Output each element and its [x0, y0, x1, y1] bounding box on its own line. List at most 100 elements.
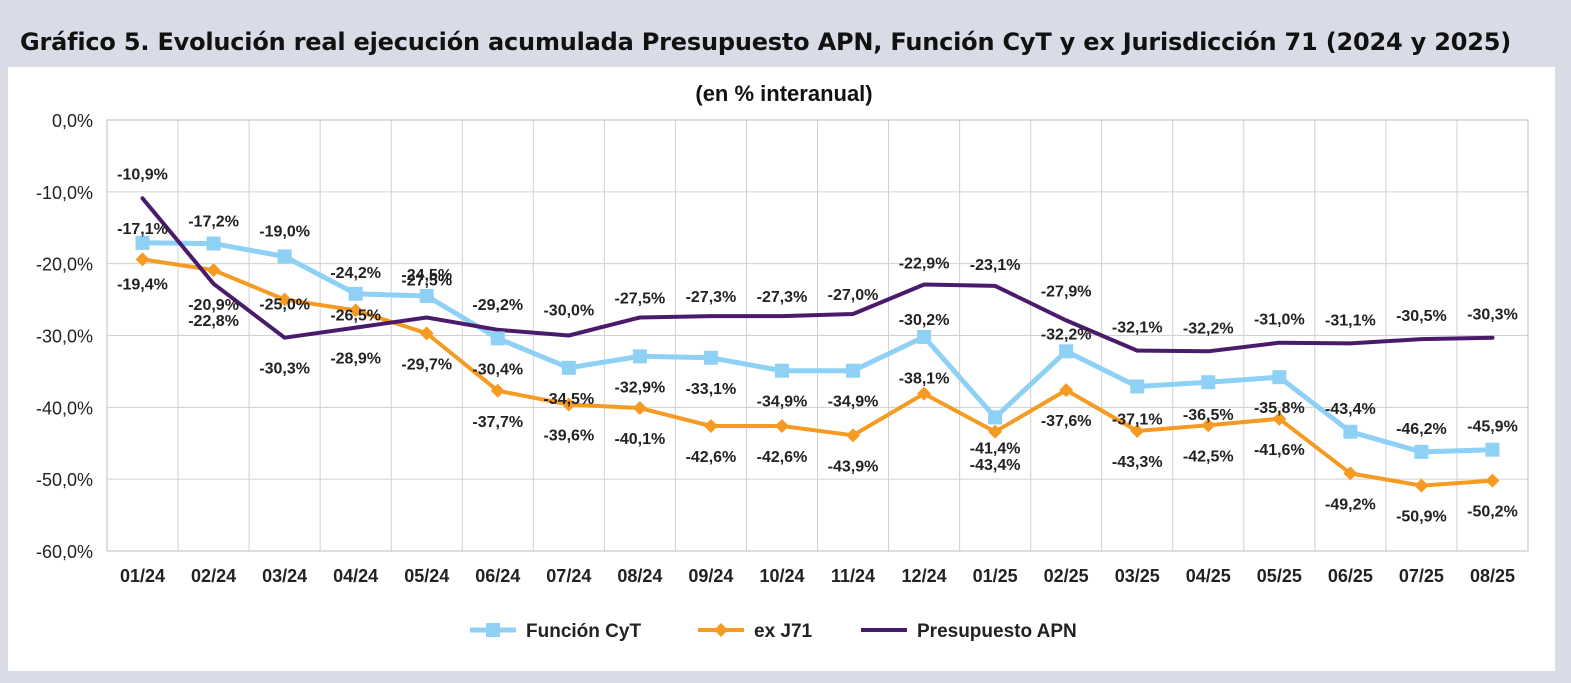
data-point: [490, 383, 505, 398]
x-tick-label: 01/25: [973, 566, 1018, 586]
data-label: -27,0%: [828, 287, 879, 304]
data-label: -30,3%: [1467, 307, 1518, 324]
data-label: -29,2%: [472, 297, 523, 314]
data-point: [846, 363, 861, 378]
data-point: [206, 236, 221, 251]
data-label: -32,9%: [615, 379, 666, 396]
data-label: -30,2%: [899, 312, 950, 329]
data-label: -19,4%: [117, 276, 168, 293]
y-tick-label: -60,0%: [36, 542, 93, 562]
data-label: -30,5%: [1396, 308, 1447, 325]
data-point: [1130, 424, 1145, 439]
data-label: -42,5%: [1183, 448, 1234, 465]
data-point: [1485, 442, 1500, 457]
data-label: -23,1%: [970, 257, 1021, 274]
data-label: -43,9%: [828, 458, 879, 475]
data-label: -37,1%: [1112, 412, 1163, 429]
data-label: -38,1%: [899, 371, 950, 388]
data-point: [1201, 375, 1216, 390]
x-tick-label: 04/24: [333, 566, 378, 586]
x-tick-label: 11/24: [831, 566, 875, 586]
data-label: -27,5%: [401, 273, 452, 290]
data-label: -28,9%: [330, 351, 381, 368]
data-point: [632, 349, 647, 364]
data-label: -36,5%: [1183, 407, 1234, 424]
x-tick-label: 01/24: [120, 566, 165, 586]
x-tick-label: 08/25: [1470, 566, 1515, 586]
data-point: [490, 331, 505, 346]
data-label: -30,4%: [472, 361, 523, 378]
data-label: -22,8%: [188, 313, 239, 330]
legend-label: ex J71: [754, 621, 813, 642]
data-label: -27,9%: [1041, 283, 1092, 300]
data-point: [917, 386, 932, 401]
data-label: -50,2%: [1467, 504, 1518, 521]
x-tick-label: 03/25: [1115, 566, 1160, 586]
data-point: [561, 360, 576, 375]
y-tick-label: -20,0%: [36, 255, 93, 275]
data-label: -37,6%: [1041, 413, 1092, 430]
data-point: [1059, 383, 1074, 398]
x-tick-label: 02/25: [1044, 566, 1089, 586]
chart-panel: (en % interanual) 0,0% -10,0% -20,0% -30,0% -…: [8, 67, 1555, 671]
data-point: [774, 419, 789, 434]
y-tick-label: -30,0%: [36, 327, 93, 347]
data-point: [135, 235, 150, 250]
data-label: -26,5%: [330, 307, 381, 324]
legend-marker: [714, 623, 728, 637]
legend-label: Función CyT: [526, 621, 641, 642]
data-point: [1414, 444, 1429, 459]
data-label: -43,4%: [970, 457, 1021, 474]
data-point: [1272, 370, 1287, 385]
data-point: [206, 263, 221, 278]
data-point: [135, 252, 150, 267]
data-point: [348, 286, 363, 301]
data-point: [419, 326, 434, 341]
data-point: [1130, 379, 1145, 394]
data-label: -39,6%: [543, 427, 594, 444]
data-label: -40,1%: [615, 431, 666, 448]
chart-heading: Gráfico 5. Evolución real ejecución acum…: [20, 28, 1511, 56]
x-tick-label: 05/25: [1257, 566, 1302, 586]
data-point: [632, 401, 647, 416]
data-label: -32,1%: [1112, 320, 1163, 337]
data-point: [1201, 418, 1216, 433]
data-point: [703, 419, 718, 434]
data-label: -30,3%: [259, 361, 310, 378]
x-tick-label: 07/24: [546, 566, 591, 586]
data-label: -27,5%: [615, 291, 666, 308]
data-label: -33,1%: [686, 381, 737, 398]
plot-border: [106, 119, 1529, 552]
data-label: -41,6%: [1254, 442, 1305, 459]
y-tick-label: -10,0%: [36, 183, 93, 203]
data-label: -49,2%: [1325, 496, 1376, 513]
x-tick-label: 12/24: [902, 566, 947, 586]
x-tick-label: 09/24: [688, 566, 733, 586]
data-point: [277, 292, 292, 307]
data-label: -17,2%: [188, 214, 239, 231]
data-point: [1272, 411, 1287, 426]
data-label: -20,9%: [188, 297, 239, 314]
data-point: [988, 424, 1003, 439]
data-point: [1343, 424, 1358, 439]
y-tick-label: 0,0%: [52, 111, 93, 131]
data-label: -17,1%: [117, 221, 168, 238]
data-label: -32,2%: [1183, 320, 1234, 337]
data-label: -37,7%: [472, 414, 523, 431]
data-label: -34,5%: [543, 391, 594, 408]
data-label: -46,2%: [1396, 421, 1447, 438]
data-point: [561, 397, 576, 412]
data-point: [1414, 478, 1429, 493]
legend-label: Presupuesto APN: [917, 621, 1077, 642]
data-point: [277, 249, 292, 264]
data-label: -24,5%: [401, 267, 452, 284]
data-point: [917, 329, 932, 344]
data-label: -34,9%: [757, 394, 808, 411]
data-point: [1485, 473, 1500, 488]
y-tick-label: -50,0%: [36, 470, 93, 490]
series-line: [140, 196, 1495, 354]
data-label: -27,3%: [686, 289, 737, 306]
data-point: [703, 350, 718, 365]
data-point: [1343, 466, 1358, 481]
